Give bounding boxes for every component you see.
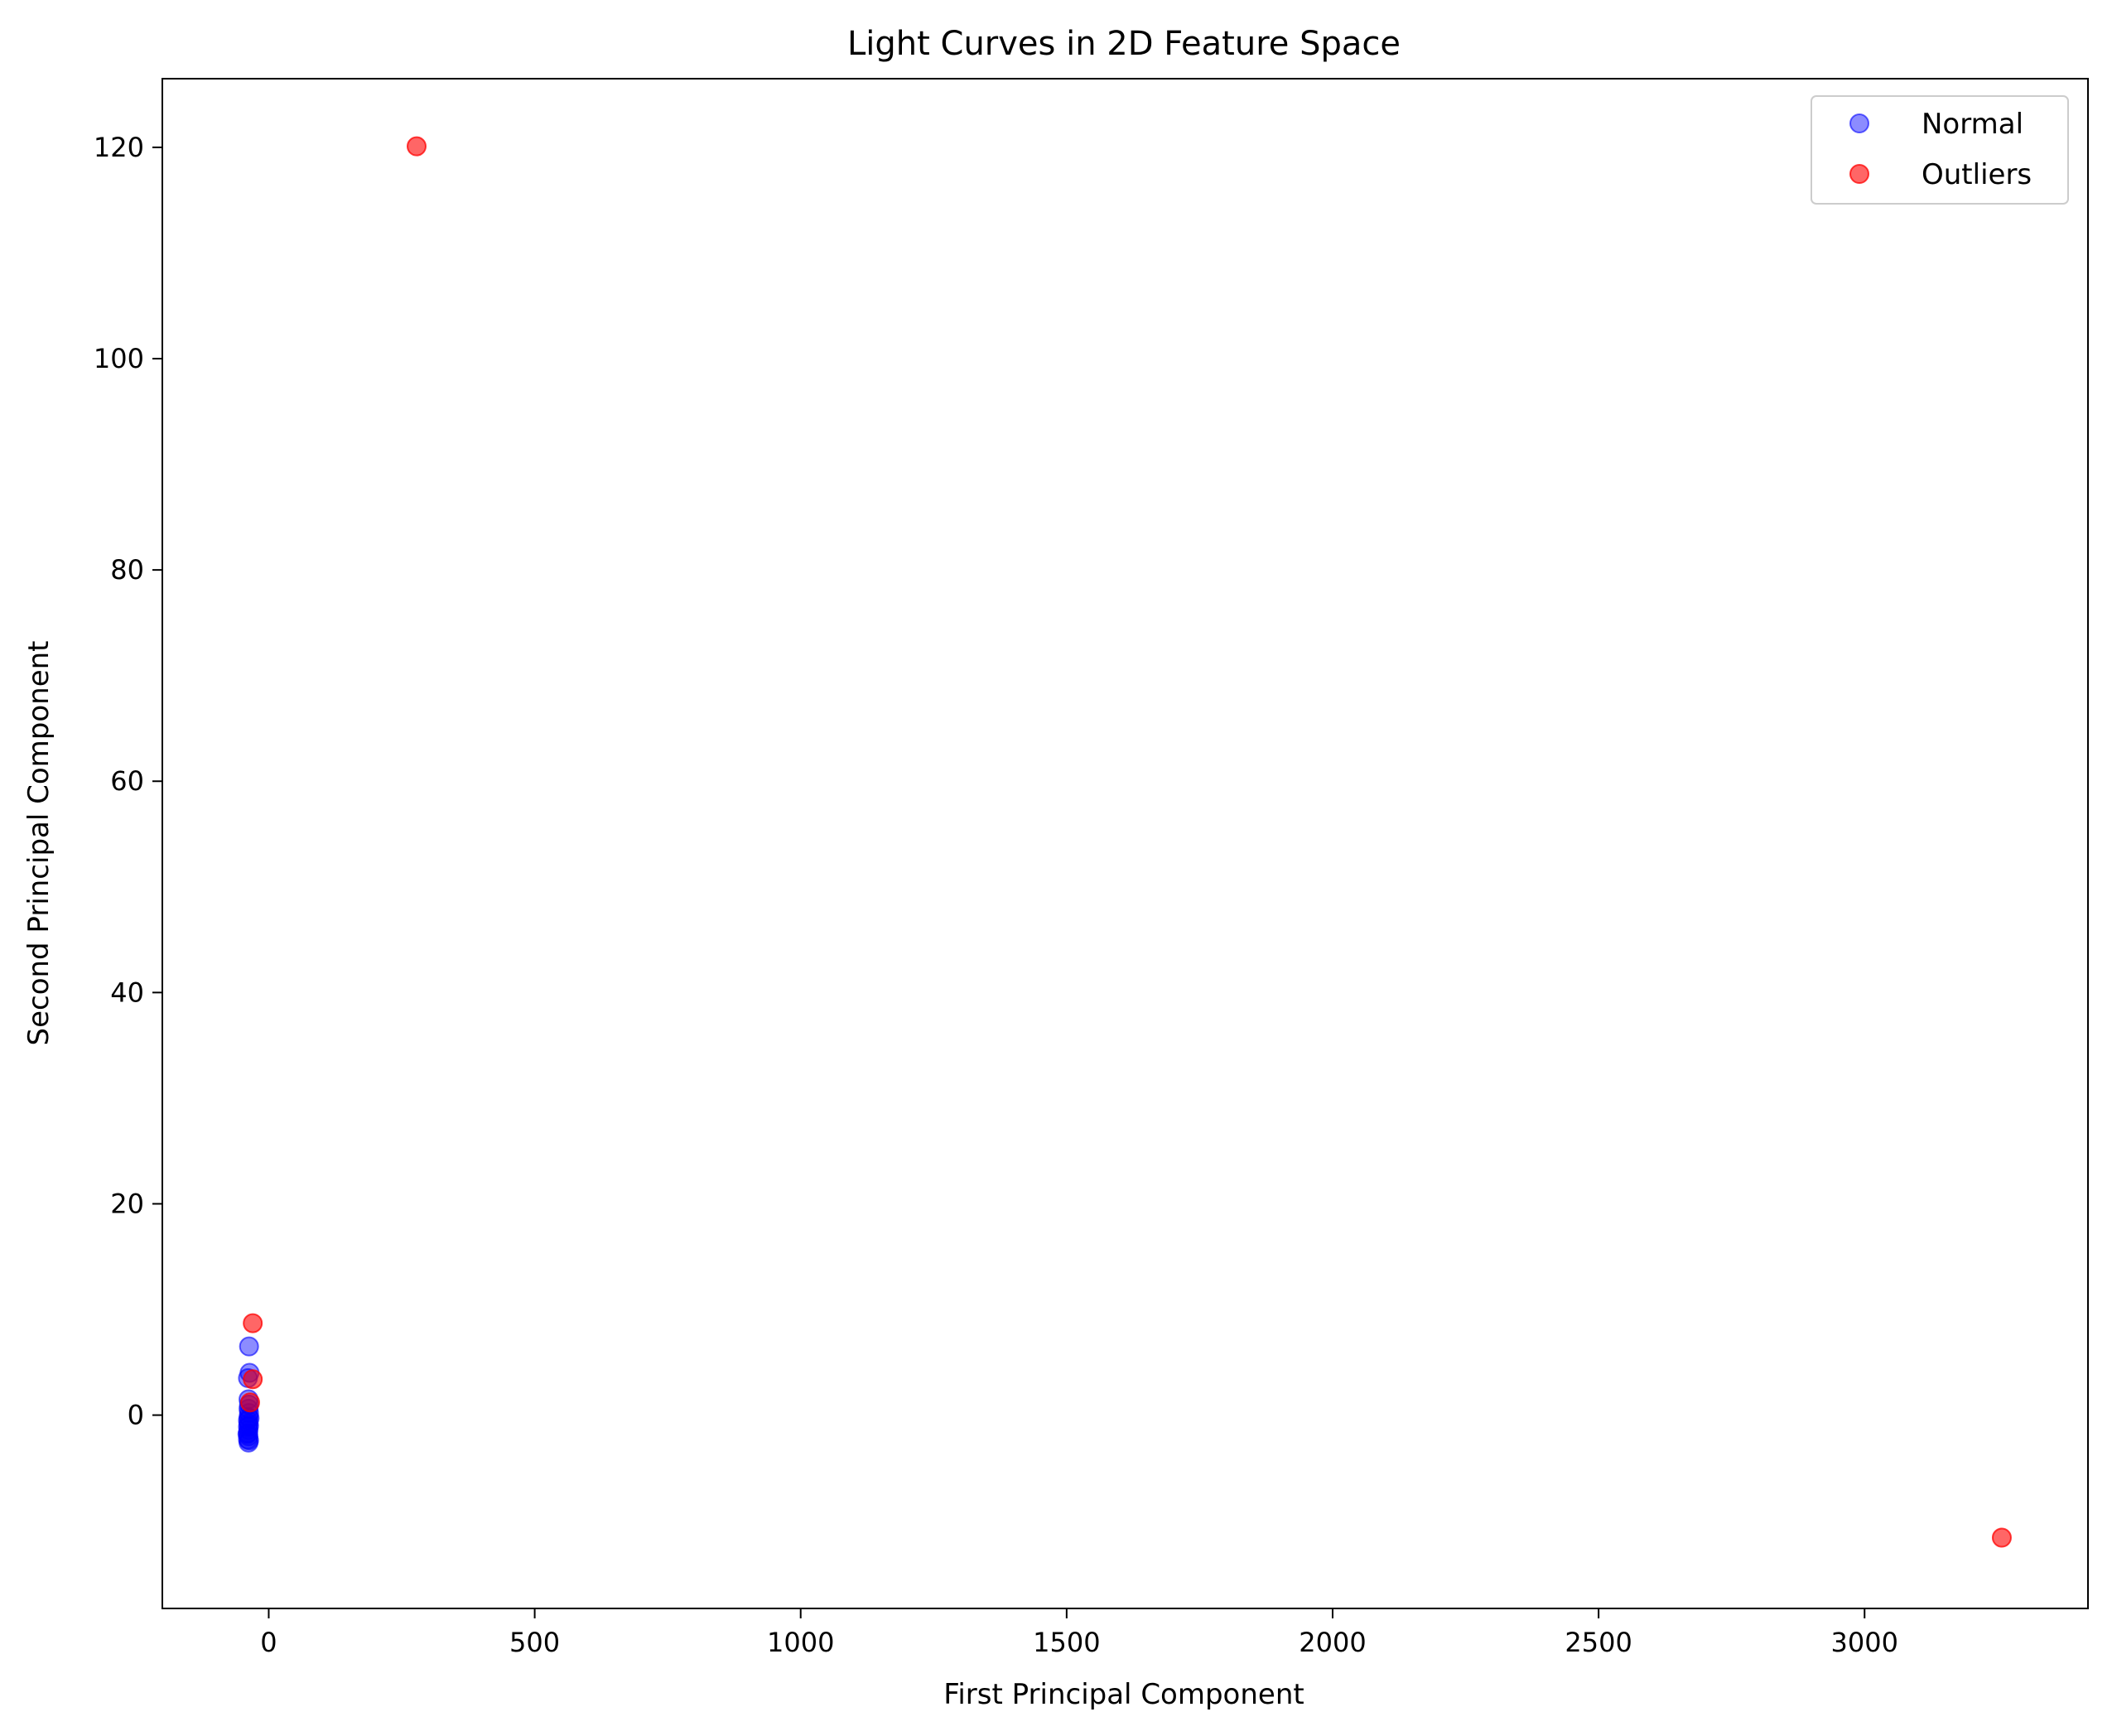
point-outliers [239, 1392, 260, 1413]
y-tick-label: 100 [94, 343, 144, 374]
y-tick-label: 0 [128, 1400, 144, 1431]
y-axis-label: Second Principal Component [22, 640, 55, 1045]
legend-frame [1811, 95, 2069, 205]
x-tick-label: 500 [509, 1627, 560, 1658]
legend-marker-outliers [1849, 164, 1869, 184]
x-tick-label: 1000 [767, 1627, 834, 1658]
point-normal [239, 1336, 259, 1357]
x-axis-label: First Principal Component [943, 1678, 1304, 1711]
series-outliers [239, 136, 2012, 1548]
point-outliers [407, 136, 427, 157]
legend-label-outliers: Outliers [1922, 158, 2032, 191]
x-tick-label: 0 [260, 1627, 277, 1658]
x-tick-label: 3000 [1831, 1627, 1898, 1658]
point-normal [239, 1430, 259, 1451]
chart-title: Light Curves in 2D Feature Space [847, 25, 1401, 63]
legend-label-normal: Normal [1922, 108, 2023, 141]
y-tick-label: 120 [94, 132, 144, 163]
legend: Normal Outliers [1811, 95, 2069, 205]
legend-marker-normal [1849, 113, 1869, 133]
plot-frame [162, 78, 2089, 1609]
point-outliers [243, 1313, 263, 1333]
x-tick-label: 2000 [1299, 1627, 1366, 1658]
point-outliers [1991, 1527, 2012, 1548]
y-tick-label: 40 [110, 976, 144, 1008]
axis-ticks: 0 500 1000 1500 2000 2500 3000 0 20 40 60 80 100 120 [94, 132, 1898, 1658]
y-tick-label: 80 [110, 554, 144, 586]
y-tick-label: 60 [110, 765, 144, 797]
point-outliers [243, 1369, 263, 1390]
x-tick-label: 2500 [1565, 1627, 1632, 1658]
x-tick-label: 1500 [1033, 1627, 1100, 1658]
y-tick-label: 20 [110, 1188, 144, 1219]
plot-area [237, 136, 2012, 1548]
